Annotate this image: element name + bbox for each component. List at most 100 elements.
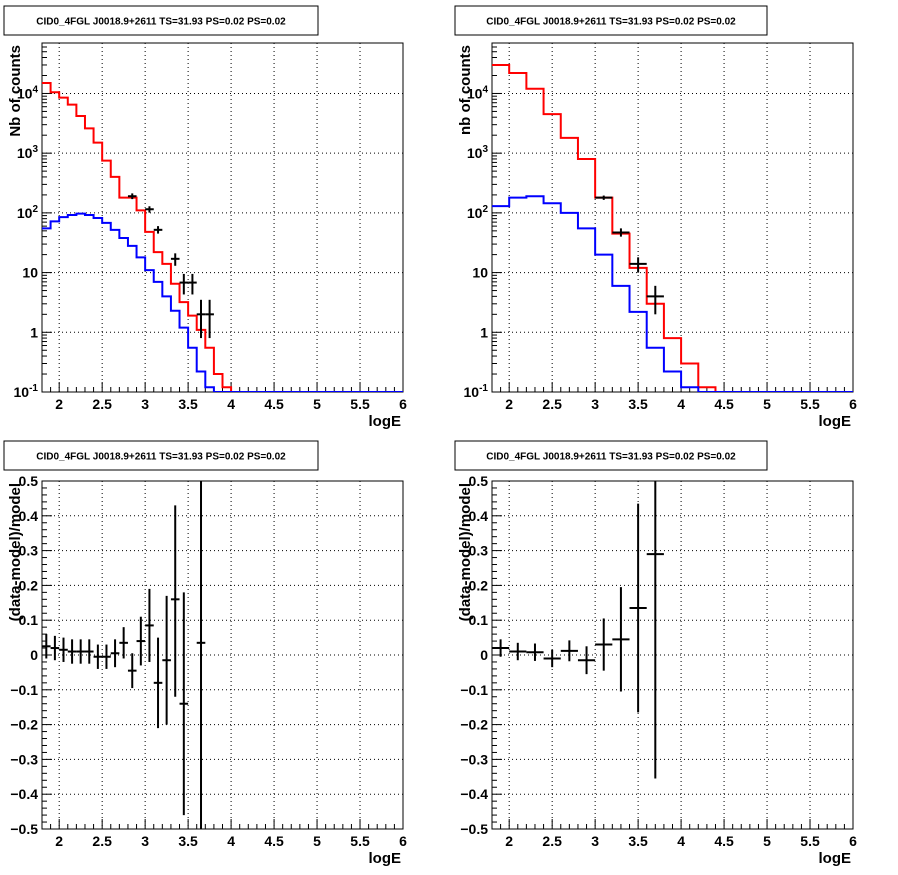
x-tick-label: 3 [591, 833, 599, 849]
chart-panel-1: CID0_4FGL J0018.9+2611 TS=31.93 PS=0.02 … [3, 5, 407, 430]
x-tick-label: 4 [227, 833, 235, 849]
data-point [492, 639, 510, 657]
x-tick-label: 2.5 [542, 833, 562, 849]
x-tick-label: 3 [141, 396, 149, 412]
y-tick-label: 0.5 [469, 473, 489, 489]
x-tick-label: 4 [677, 833, 685, 849]
data-point [102, 644, 111, 669]
x-tick-label: 4.5 [714, 833, 734, 849]
data-point [526, 643, 544, 661]
x-tick-label: 3 [141, 833, 149, 849]
data-point [145, 588, 154, 662]
title-box [3, 440, 319, 471]
data-point [127, 193, 137, 200]
x-tick-label: 3.5 [178, 396, 198, 412]
data-point [93, 644, 103, 669]
data-point [629, 257, 647, 273]
x-tick-label: 6 [399, 833, 407, 849]
data-point [595, 618, 613, 671]
y-tick-label: 0.4 [19, 508, 39, 524]
data-point [84, 639, 94, 664]
data-point [170, 253, 180, 266]
y-axis-title: nb of counts [457, 45, 474, 135]
x-tick-label: 2 [55, 833, 63, 849]
data-point [162, 595, 171, 725]
y-tick-label: −0.1 [10, 682, 38, 698]
y-tick-label: 0 [30, 647, 38, 663]
chart-title: CID0_4FGL J0018.9+2611 TS=31.93 PS=0.02 … [486, 17, 736, 28]
chart-title: CID0_4FGL J0018.9+2611 TS=31.93 PS=0.02 … [486, 452, 736, 463]
y-tick-label: −0.2 [10, 717, 38, 733]
y-tick-label: −0.3 [10, 751, 38, 767]
data-point [577, 646, 596, 675]
y-tick-label: −0.1 [460, 682, 488, 698]
y-tick-label: 0.5 [19, 473, 39, 489]
series-blue-histogram [42, 212, 403, 392]
plot-area [42, 81, 403, 392]
x-tick-label: 5 [763, 396, 771, 412]
x-tick-label: 2 [55, 396, 63, 412]
data-point [145, 206, 154, 213]
plot-area [42, 481, 206, 829]
data-point [196, 299, 206, 339]
y-tick-label: 0 [480, 647, 488, 663]
data-point [646, 285, 664, 315]
x-tick-label: 4.5 [264, 833, 284, 849]
y-tick-label: 0.2 [19, 577, 39, 593]
x-tick-label: 2 [505, 833, 513, 849]
data-point [179, 592, 189, 816]
data-point [50, 635, 60, 661]
x-tick-label: 2 [505, 396, 513, 412]
x-tick-label: 4.5 [714, 396, 734, 412]
y-tick-label: 1 [30, 324, 38, 340]
y-tick-label: −0.5 [10, 821, 38, 837]
title-box [454, 5, 768, 36]
data-point [127, 653, 137, 689]
x-axis-title: logE [369, 413, 402, 430]
data-point [170, 505, 180, 697]
x-tick-label: 5 [313, 833, 321, 849]
data-point [110, 639, 120, 668]
x-tick-label: 3.5 [178, 833, 198, 849]
x-tick-label: 5.5 [350, 833, 370, 849]
data-point [153, 637, 163, 729]
y-tick-label: −0.4 [10, 786, 38, 802]
y-tick-label: −0.3 [460, 751, 488, 767]
y-tick-label: 102 [467, 204, 489, 221]
x-tick-label: 5 [763, 833, 771, 849]
y-axis-title: Nb of counts [7, 45, 24, 137]
x-tick-label: 5.5 [350, 396, 370, 412]
data-point [76, 639, 85, 664]
title-box [454, 440, 768, 471]
chart-title: CID0_4FGL J0018.9+2611 TS=31.93 PS=0.02 … [36, 452, 286, 463]
y-tick-label: −0.2 [460, 717, 488, 733]
data-point [560, 640, 578, 662]
y-tick-label: 0.2 [469, 577, 489, 593]
data-point [629, 503, 647, 713]
data-point [612, 587, 630, 692]
plot-frame [41, 480, 404, 830]
y-tick-label: 103 [467, 144, 489, 161]
data-point [67, 639, 77, 664]
data-point [136, 616, 146, 666]
x-tick-label: 3.5 [628, 833, 648, 849]
x-tick-label: 4.5 [264, 396, 284, 412]
title-box [3, 5, 319, 36]
x-axis-title: logE [819, 413, 852, 430]
plot-frame [491, 480, 854, 830]
y-tick-label: 103 [17, 144, 39, 161]
data-point [509, 642, 527, 661]
data-point [59, 637, 68, 662]
data-point [595, 195, 613, 200]
y-tick-label: −0.4 [460, 786, 488, 802]
x-tick-label: 6 [399, 396, 407, 412]
data-point [205, 299, 214, 339]
y-tick-label: 10 [472, 265, 488, 281]
x-tick-label: 5 [313, 396, 321, 412]
y-tick-label: 1 [480, 324, 488, 340]
y-tick-label: 102 [17, 204, 39, 221]
y-tick-label: 104 [467, 84, 489, 101]
y-tick-label: 104 [17, 84, 39, 101]
data-point [646, 481, 664, 779]
x-tick-label: 6 [849, 833, 857, 849]
